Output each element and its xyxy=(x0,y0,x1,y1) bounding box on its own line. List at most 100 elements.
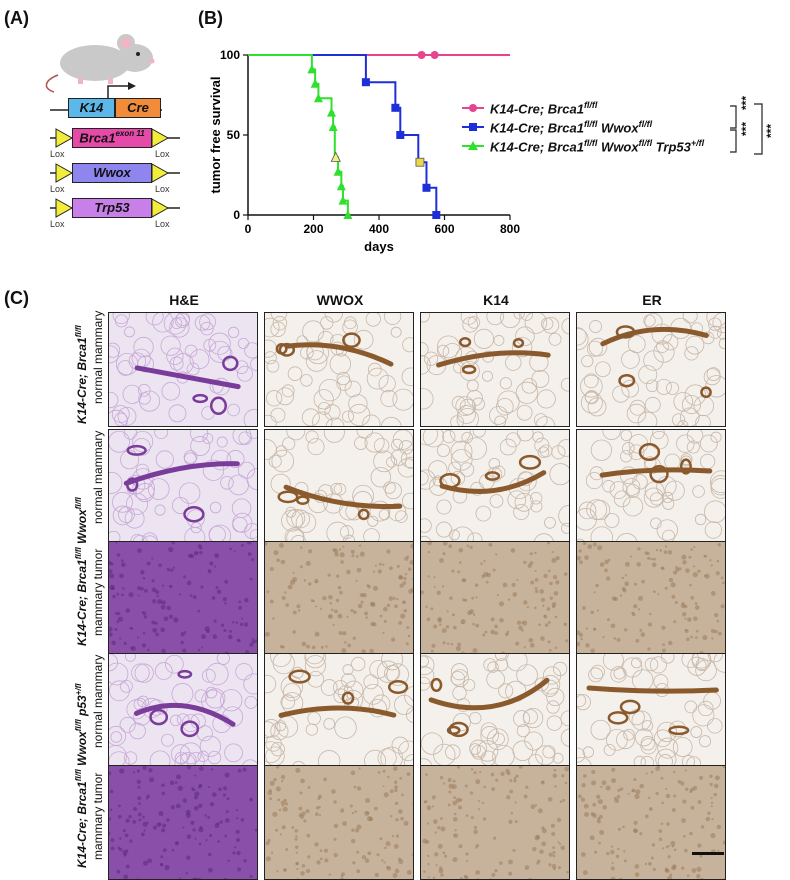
column-header-k14: K14 xyxy=(483,292,509,308)
data-point xyxy=(396,131,405,139)
histology-tile-he xyxy=(108,653,258,768)
lox-label: Lox xyxy=(155,184,170,194)
y-axis-label: tumor free survival xyxy=(208,76,223,193)
series-line xyxy=(248,54,349,215)
data-point xyxy=(307,64,317,74)
tissue-texture xyxy=(109,654,257,767)
k14-promoter-box: K14 xyxy=(68,98,115,118)
histology-tile-wwox xyxy=(264,765,414,880)
tissue-texture xyxy=(577,430,725,543)
legend-item-brca1: K14-Cre; Brca1fl/fl xyxy=(490,100,598,117)
wwox-box: Wwox xyxy=(72,163,152,183)
histology-tile-he xyxy=(108,765,258,880)
lox-label: Lox xyxy=(155,149,170,159)
histology-tile-wwox xyxy=(264,429,414,544)
tissue-texture xyxy=(109,542,257,655)
x-tick-label: 400 xyxy=(369,222,389,236)
histology-tile-er xyxy=(576,429,726,544)
row-tissue-label: mammary tumor xyxy=(91,548,105,636)
data-point xyxy=(336,181,346,191)
scale-bar xyxy=(692,852,724,855)
significance-brackets xyxy=(730,103,763,155)
trp53-box: Trp53 xyxy=(72,198,152,218)
y-tick-label: 50 xyxy=(227,128,241,142)
histology-tile-k14 xyxy=(420,765,570,880)
tissue-texture xyxy=(421,313,569,426)
y-tick-label: 0 xyxy=(233,208,240,222)
significance-label: *** xyxy=(764,123,778,138)
column-header-he: H&E xyxy=(169,292,199,308)
panel-a-letter: (A) xyxy=(4,8,29,28)
x-tick-label: 0 xyxy=(245,222,252,236)
y-tick-label: 100 xyxy=(220,48,240,62)
tissue-texture xyxy=(265,766,413,879)
censored-point xyxy=(415,157,425,167)
data-point xyxy=(328,122,338,131)
legend-item-brca1-wwox-trp53: K14-Cre; Brca1fl/fl Wwoxfl/fl Trp53+/fl xyxy=(490,138,705,155)
lox-label: Lox xyxy=(50,184,65,194)
histology-tile-er xyxy=(576,765,726,880)
tissue-texture xyxy=(421,430,569,543)
data-point xyxy=(361,78,370,87)
histology-tile-he xyxy=(108,312,258,427)
histology-tile-k14 xyxy=(420,541,570,656)
tissue-texture xyxy=(421,542,569,655)
tissue-texture xyxy=(265,313,413,426)
row-tissue-label: mammary tumor xyxy=(91,772,105,860)
data-point xyxy=(430,51,439,59)
row-genotype-label: K14-Cre; Brca1fl/fl Wwoxfl/fl p53+/fl xyxy=(74,683,89,868)
lox-label: Lox xyxy=(50,219,65,229)
tissue-texture xyxy=(577,542,725,655)
data-point xyxy=(327,107,337,117)
data-point xyxy=(391,103,400,112)
tissue-texture xyxy=(265,654,413,767)
tissue-texture xyxy=(265,542,413,655)
data-point xyxy=(313,93,323,103)
histology-tile-k14 xyxy=(420,312,570,427)
panel-c-letter: (C) xyxy=(4,288,29,308)
row-tissue-label: normal mammary xyxy=(91,430,105,524)
x-tick-label: 800 xyxy=(500,222,520,236)
histology-tile-wwox xyxy=(264,312,414,427)
histology-tile-er xyxy=(576,653,726,768)
x-tick-label: 600 xyxy=(434,222,454,236)
legend-item-brca1-wwox: K14-Cre; Brca1fl/fl Wwoxfl/fl xyxy=(490,119,653,136)
row-tissue-label: normal mammary xyxy=(91,654,105,748)
data-point xyxy=(333,166,343,176)
data-point xyxy=(338,195,348,205)
data-point xyxy=(432,211,441,219)
chart-legend: K14-Cre; Brca1fl/fl K14-Cre; Brca1fl/fl … xyxy=(460,100,760,160)
histology-tile-k14 xyxy=(420,653,570,768)
data-point xyxy=(343,210,353,219)
lox-label: Lox xyxy=(50,149,65,159)
histology-tile-he xyxy=(108,429,258,544)
lox-cassettes: Brca1exon 11 Wwox Trp53 Lox Lox Lox Lox … xyxy=(50,126,180,229)
cre-box: Cre xyxy=(115,98,161,118)
tissue-texture xyxy=(109,313,257,426)
panel-b-letter: (B) xyxy=(198,8,223,28)
column-header-wwox: WWOX xyxy=(316,292,364,308)
tissue-texture xyxy=(109,766,257,879)
data-point xyxy=(417,51,426,59)
tissue-texture xyxy=(577,313,725,426)
row-genotype-label: K14-Cre; Brca1fl/fl Wwoxfl/fl xyxy=(74,497,89,646)
histology-tile-er xyxy=(576,312,726,427)
row-genotype-label: K14-Cre; Brca1fl/fl xyxy=(74,325,89,424)
data-point xyxy=(310,78,320,88)
histology-tile-wwox xyxy=(264,653,414,768)
x-axis-label: days xyxy=(364,239,394,254)
tissue-texture xyxy=(422,766,569,879)
x-tick-label: 200 xyxy=(303,222,323,236)
tissue-texture xyxy=(577,654,725,767)
significance-label: *** xyxy=(739,121,753,136)
significance-label: *** xyxy=(739,95,753,110)
histology-tile-er xyxy=(576,541,726,656)
histology-tile-wwox xyxy=(264,541,414,656)
row-tissue-label: normal mammary xyxy=(91,310,105,404)
column-header-er: ER xyxy=(642,292,662,308)
survival-chart: 0 200 400 600 800 0 50 100 days tumor free surviv… xyxy=(208,48,520,254)
censored-point xyxy=(330,151,341,162)
tissue-texture xyxy=(265,430,413,543)
tissue-texture xyxy=(577,766,725,879)
mouse-icon xyxy=(45,34,155,93)
